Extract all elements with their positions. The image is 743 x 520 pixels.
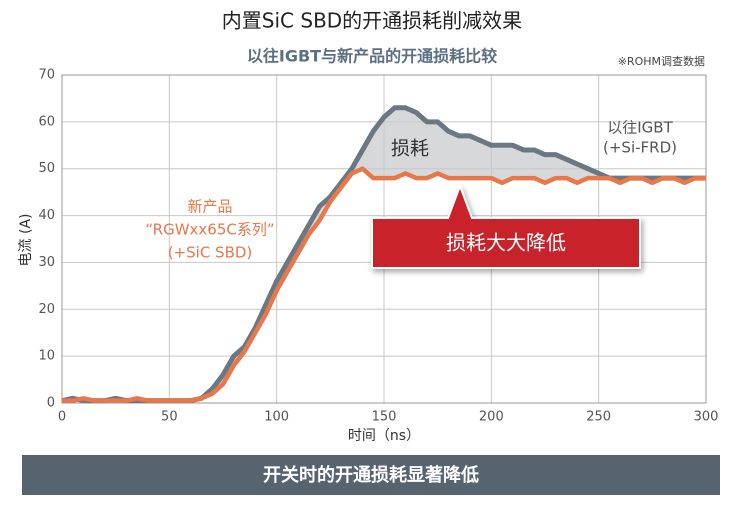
y-tick-label: 70: [38, 68, 55, 83]
series-label-line: (+SiC SBD): [168, 244, 253, 262]
callout: [371, 183, 641, 269]
x-axis-label: 时间（ns）: [348, 428, 420, 444]
callout-text: 损耗大大降低: [446, 231, 566, 255]
x-tick-label: 100: [264, 410, 289, 425]
series-label: 以往IGBT: [607, 119, 673, 137]
series-label-line: “RGWxx65C系列”: [145, 221, 274, 239]
series-label-line: (+Si-FRD): [603, 139, 677, 157]
series-label: 新产品: [187, 198, 232, 216]
y-tick-label: 20: [38, 302, 55, 317]
x-tick-label: 200: [479, 410, 504, 425]
callout-box: [371, 183, 641, 269]
y-tick-label: 30: [38, 255, 55, 270]
area-label: 损耗: [391, 138, 429, 160]
chart-subtitle: 以往IGBT与新产品的开通损耗比较: [247, 47, 497, 66]
y-tick-label: 40: [38, 208, 55, 223]
x-tick-label: 150: [372, 410, 397, 425]
plot-frame: [61, 74, 707, 404]
series-line: [62, 166, 706, 403]
y-tick-label: 10: [38, 349, 55, 364]
source-note: ※ROHM调查数据: [618, 54, 705, 68]
banner: [22, 455, 720, 495]
y-tick-label: 60: [38, 114, 55, 129]
y-tick-label: 0: [47, 396, 55, 411]
x-tick-label: 300: [694, 410, 719, 425]
banner-text: 开关时的开通损耗显著降低: [263, 464, 479, 486]
x-tick-label: 0: [58, 410, 66, 425]
x-tick-label: 50: [161, 410, 178, 425]
x-tick-label: 250: [586, 410, 611, 425]
y-tick-label: 50: [38, 161, 55, 176]
chart-title: 内置SiC SBD的开通损耗削减效果: [222, 9, 522, 33]
y-axis-label: 电流 (A): [18, 214, 34, 267]
